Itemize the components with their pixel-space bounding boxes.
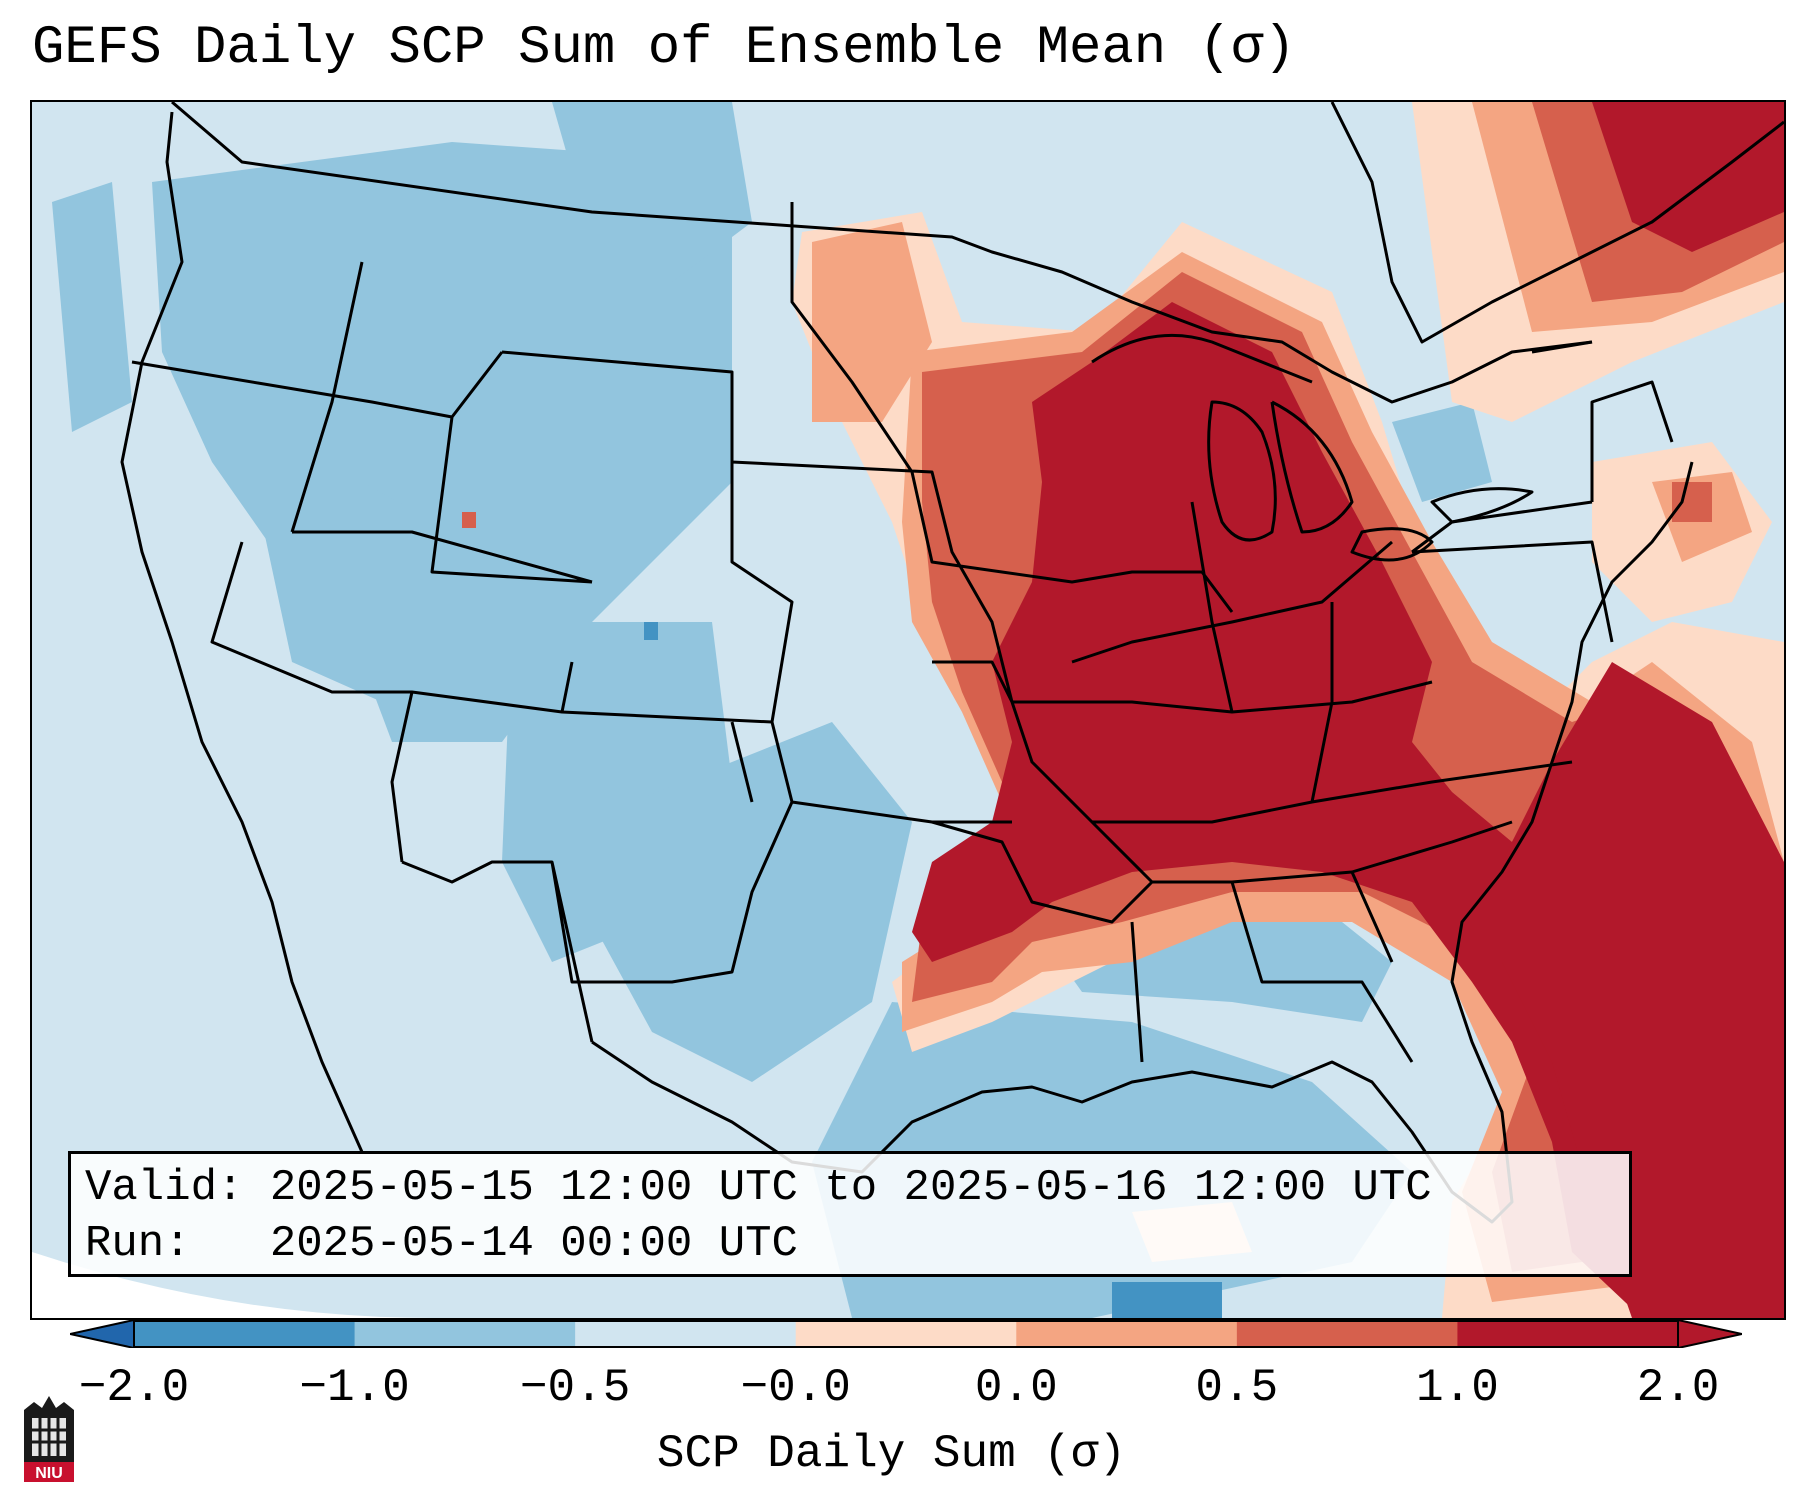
off-domain-area xyxy=(32,1252,432,1318)
colorbar-outline xyxy=(133,1320,1679,1348)
run-row: Run: 2025-05-14 00:00 UTC xyxy=(85,1216,1615,1272)
canada-border xyxy=(171,102,1593,404)
run-label: Run: xyxy=(85,1219,191,1269)
colorbar-tick-label: 2.0 xyxy=(1636,1362,1720,1414)
map-panel xyxy=(30,100,1786,1320)
svg-text:NIU: NIU xyxy=(35,1465,63,1482)
map-canvas xyxy=(32,102,1784,1318)
colorbar-tick-label: −0.5 xyxy=(519,1362,631,1414)
colorbar xyxy=(70,1320,1742,1348)
valid-row: Valid: 2025-05-15 12:00 UTC to 2025-05-1… xyxy=(85,1160,1615,1216)
colorbar-segment xyxy=(1457,1320,1679,1348)
colorbar-tick-label: 0.0 xyxy=(974,1362,1058,1414)
colorbar-ticks: −2.0 −1.0 −0.5 −0.0 0.0 0.5 1.0 2.0 xyxy=(0,1362,1803,1422)
west-coast xyxy=(120,111,364,1153)
field-dark-red xyxy=(912,102,1784,1318)
colorbar-extend-low xyxy=(70,1320,135,1348)
canada-east xyxy=(1330,102,1784,344)
state-lines xyxy=(131,202,1674,1063)
colorbar-extend-high xyxy=(1677,1320,1742,1348)
valid-value: 2025-05-15 12:00 UTC to 2025-05-16 12:00… xyxy=(269,1163,1432,1213)
run-value: 2025-05-14 00:00 UTC xyxy=(269,1219,798,1269)
colorbar-segment xyxy=(795,1320,1017,1348)
colorbar-segment xyxy=(1236,1320,1458,1348)
validity-info-box: Valid: 2025-05-15 12:00 UTC to 2025-05-1… xyxy=(68,1151,1632,1277)
colorbar-tick-label: 1.0 xyxy=(1416,1362,1499,1414)
map-title: GEFS Daily SCP Sum of Ensemble Mean (σ) xyxy=(32,18,1296,79)
colorbar-label-row: SCP Daily Sum (σ) xyxy=(0,1428,1803,1480)
field-dark-blue xyxy=(644,622,1222,1318)
colorbar-segment xyxy=(1016,1320,1238,1348)
colorbar-segment xyxy=(134,1320,356,1348)
colorbar-tick-label: −1.0 xyxy=(299,1362,410,1414)
colorbar-tick-label: −2.0 xyxy=(78,1362,190,1414)
colorbar-tick-label: −0.0 xyxy=(740,1362,851,1414)
valid-label: Valid: xyxy=(85,1163,244,1213)
colorbar-tick-label: 0.5 xyxy=(1195,1362,1279,1414)
niu-logo-icon: NIU xyxy=(24,1396,74,1482)
colorbar-segment xyxy=(575,1320,797,1348)
great-lakes xyxy=(1091,333,1534,562)
colorbar-segment xyxy=(354,1320,576,1348)
colorbar-label: SCP Daily Sum (σ) xyxy=(656,1428,1127,1480)
